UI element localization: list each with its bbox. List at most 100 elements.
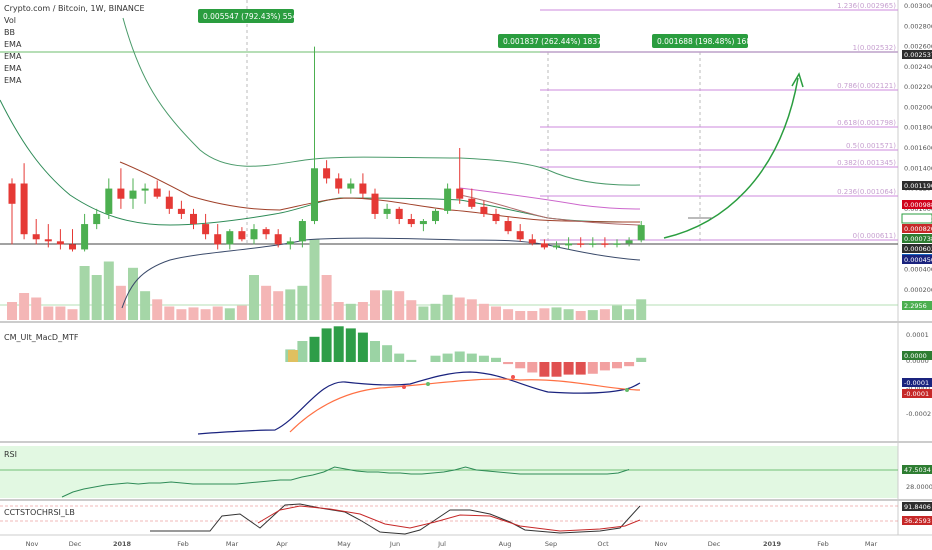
candle-body <box>432 210 439 222</box>
volume-bar <box>478 303 489 320</box>
macd-bar <box>551 362 562 377</box>
fib-retracement[interactable]: 1.236(0.002965) 1(0.002532) 0.786(0.002121… <box>540 2 898 241</box>
price-axis-label: 0.002200 <box>904 83 932 91</box>
rsi-pane-title[interactable]: RSI <box>4 450 17 459</box>
price-tag-text: 0.000603 <box>904 245 932 253</box>
macd-tag-text: -0.0001 <box>904 379 929 387</box>
candle-body <box>504 221 512 232</box>
candle-body <box>480 206 488 214</box>
stoch-k-line <box>150 503 641 535</box>
volume-bar <box>91 275 102 320</box>
candle-body <box>105 188 113 214</box>
macd-axis-label: 0.0000 <box>906 357 929 365</box>
annotation-1[interactable]: 0.005547 (792.43%) 5547 <box>198 9 302 23</box>
stoch-tag <box>902 502 932 511</box>
volume-bar <box>249 275 259 320</box>
price-tag <box>902 181 932 190</box>
macd-bar <box>406 359 417 362</box>
stoch-axis[interactable]: 91.8406 36.2593 <box>902 502 932 525</box>
macd-bar <box>636 357 647 362</box>
volume-bar <box>55 306 66 320</box>
price-tag-text: 0.002537 <box>904 51 932 59</box>
indicator-bb[interactable]: BB <box>4 28 15 37</box>
volume-bar <box>430 303 441 320</box>
volume-bar <box>575 311 586 320</box>
macd-bar <box>382 345 393 362</box>
macd-pane-title[interactable]: CM_Ult_MacD_MTF <box>4 333 79 342</box>
macd-histogram <box>285 326 647 377</box>
volume-bar <box>515 311 526 320</box>
annotation-3[interactable]: 0.001688 (198.48%) 1688 <box>652 34 756 48</box>
price-axis-label: 0.001400 <box>904 164 932 172</box>
stoch-pane-title[interactable]: CCTSTOCHRSI_LB <box>4 508 75 517</box>
volume-bar <box>115 285 126 320</box>
macd-axis-label: -0.0001 <box>906 384 931 392</box>
volume-bar <box>103 261 114 320</box>
rsi-axis[interactable]: 47.5034 28.0000 <box>902 465 932 491</box>
time-axis-label: Nov <box>26 540 39 548</box>
projection-arrow <box>663 77 799 239</box>
cross-marker <box>511 375 515 379</box>
volume-bar <box>297 285 308 320</box>
volume-bar <box>539 308 550 320</box>
price-tag <box>901 213 932 224</box>
volume-bar <box>212 306 223 320</box>
macd-bar <box>288 350 298 362</box>
price-tag-text: 0.000820 <box>904 225 932 233</box>
macd-axis[interactable]: 0.00010.0000-0.0001-0.00020.0000-0.0001-… <box>902 331 932 418</box>
volume-bar <box>587 310 598 320</box>
volume-bar <box>79 266 90 320</box>
price-axis-label: 0.001600 <box>904 144 932 152</box>
candle-body <box>250 229 258 240</box>
macd-tag <box>902 389 932 398</box>
annotation-text: 0.001688 (198.48%) 1688 <box>657 37 756 46</box>
candle-body <box>81 224 89 250</box>
bb-upper-band <box>122 17 641 186</box>
volume-bar <box>442 294 453 320</box>
price-axis-label: 0.002800 <box>904 22 932 30</box>
price-tag <box>902 255 932 264</box>
stoch-tag <box>902 516 932 525</box>
symbol-title[interactable]: Crypto.com / Bitcoin, 1W, BINANCE <box>4 4 145 13</box>
price-axis-label: 0.000400 <box>904 266 932 274</box>
candle-body <box>286 241 294 245</box>
time-axis-label: Feb <box>817 540 829 548</box>
volume-bar <box>273 291 284 320</box>
indicator-vol[interactable]: Vol <box>4 16 16 25</box>
volume-bar <box>31 297 42 320</box>
candle-body <box>335 178 343 189</box>
volume-bar <box>261 285 272 320</box>
volume-bar <box>503 309 514 320</box>
volume-bar <box>43 306 54 320</box>
time-axis[interactable]: Nov Dec 2018 Feb Mar Apr May Jun Jul Aug Sep Oct Nov… <box>26 540 878 548</box>
fib-level-label: 0.786(0.002121) <box>837 82 896 90</box>
indicator-ema[interactable]: EMA <box>4 52 22 61</box>
indicator-ema[interactable]: EMA <box>4 40 22 49</box>
stoch-tag-text: 36.2593 <box>904 517 931 525</box>
ema-line-3 <box>459 187 641 210</box>
rsi-tag <box>902 465 932 474</box>
volume-bar <box>285 289 296 320</box>
macd-tag-text: 0.0000 <box>904 352 927 360</box>
candle-body <box>69 244 76 250</box>
ema-line-4 <box>459 194 641 226</box>
stoch-d-line <box>257 505 641 532</box>
annotation-2[interactable]: 0.001837 (262.44%) 1837 <box>498 34 602 48</box>
macd-tag <box>902 351 932 360</box>
candle-body <box>177 208 185 214</box>
candle-body <box>32 234 40 240</box>
time-axis-label: Dec <box>69 540 82 548</box>
candle-body <box>589 243 597 245</box>
candlestick-series <box>8 46 645 252</box>
indicator-ema[interactable]: EMA <box>4 64 22 73</box>
candle-body <box>93 213 101 225</box>
volume-bar <box>140 291 151 320</box>
fib-level-label: 0.618(0.001798) <box>837 119 896 127</box>
candle-body <box>444 188 452 211</box>
time-axis-label: Dec <box>708 540 721 548</box>
volume-bar <box>370 290 380 320</box>
candle-body <box>625 240 633 244</box>
indicator-ema[interactable]: EMA <box>4 76 22 85</box>
volume-bar <box>599 309 610 320</box>
